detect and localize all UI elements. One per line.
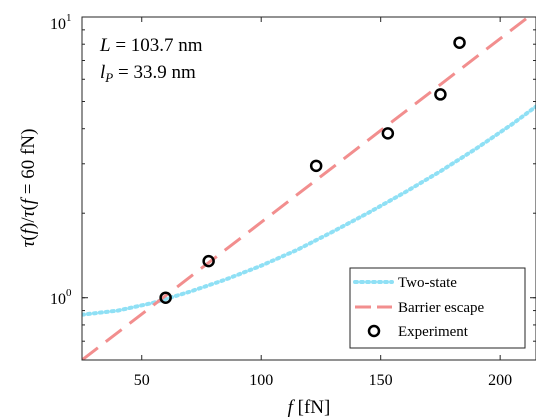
experiment-point	[309, 159, 323, 173]
barrier-escape-line	[82, 17, 531, 360]
x-axis-ticks: 50 100 150 200	[134, 17, 512, 389]
y-tick-label-1: 100	[50, 287, 72, 308]
y-tick-label-10: 101	[50, 12, 72, 33]
experiment-point	[381, 127, 395, 140]
annotation-persistence: lP = 33.9 nm	[100, 62, 196, 85]
legend-barrier-label: Barrier escape	[398, 300, 485, 316]
x-tick-label: 200	[488, 372, 512, 389]
y-axis-label: τ(f)/τ(f = 60 fN)	[18, 129, 39, 248]
legend-experiment-label: Experiment	[398, 324, 469, 340]
x-tick-label: 50	[134, 372, 150, 389]
x-tick-label: 150	[369, 372, 393, 389]
plot-area	[82, 17, 536, 360]
experiment-point	[453, 36, 466, 49]
legend-experiment-swatch	[367, 324, 381, 338]
experiment-markers	[159, 36, 466, 304]
experiment-point	[202, 254, 215, 268]
legend-two-state-label: Two-state	[398, 275, 457, 291]
axes-frame	[81, 16, 536, 361]
annotation-length: L = 103.7 nm	[99, 35, 203, 56]
experiment-point	[159, 291, 172, 304]
x-tick-label: 100	[249, 372, 273, 389]
legend: Two-state Barrier escape Experiment	[349, 267, 526, 349]
x-axis-label: f [fN]	[288, 397, 331, 418]
experiment-point	[434, 88, 447, 101]
